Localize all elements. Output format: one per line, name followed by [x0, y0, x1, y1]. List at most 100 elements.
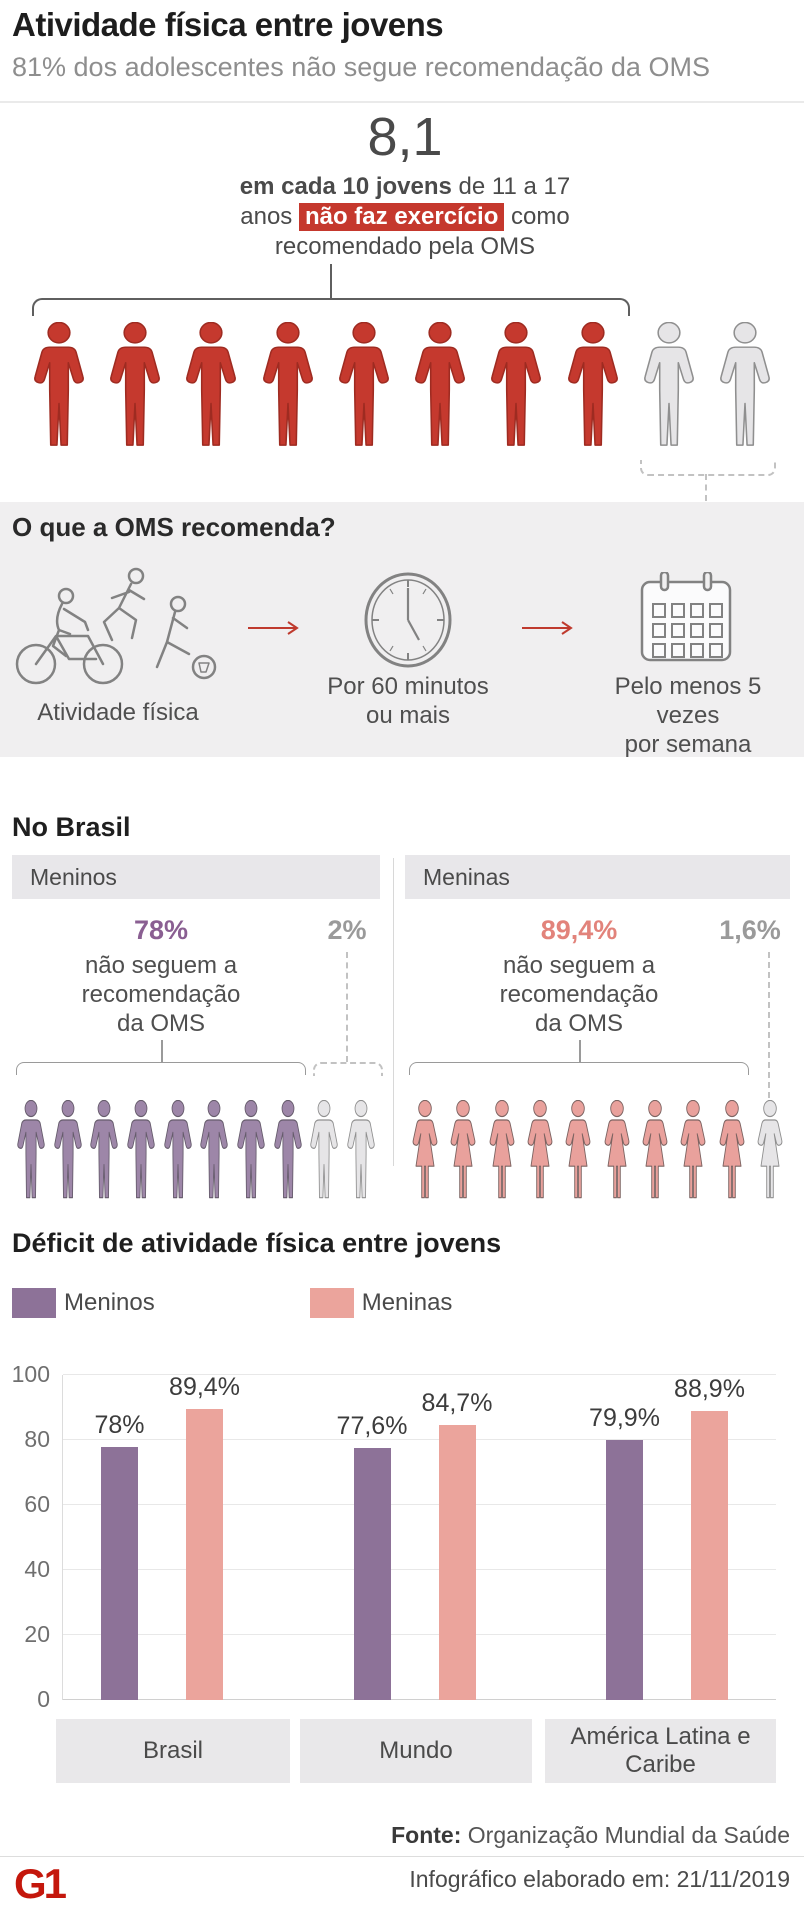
chart-title: Déficit de atividade física entre jovens	[12, 1228, 502, 1258]
chart-gridline	[63, 1634, 776, 1635]
person-icon	[186, 322, 237, 446]
person-icon	[680, 1100, 706, 1199]
panel-meninos: Meninos 78% 2% não seguem a recomendação…	[12, 855, 383, 1215]
header-divider	[0, 101, 804, 103]
chart-plot: 78% 77,6% 79,9% 89,4% 84,7% 88,9%	[62, 1373, 776, 1700]
chart-gridline	[63, 1504, 776, 1505]
bar-meninas-1	[438, 1424, 476, 1700]
arrow-right-icon	[522, 621, 573, 635]
person-icon	[17, 1100, 45, 1199]
legend-label-meninas: Meninas	[361, 1289, 453, 1316]
panel-figures-0	[14, 1100, 378, 1200]
legend-swatch	[12, 1288, 56, 1318]
person-icon	[527, 1100, 553, 1199]
person-icon	[757, 1100, 783, 1199]
bar-meninas-0	[186, 1409, 223, 1700]
bar-value-label: 89,4%	[169, 1373, 240, 1402]
big-number: 8,1	[367, 107, 443, 167]
panel-divider	[393, 858, 394, 1166]
person-icon	[567, 322, 618, 446]
page-title: Atividade física entre jovens	[12, 6, 444, 43]
y-axis-tick-label: 80	[24, 1426, 50, 1452]
g1-logo: G1	[14, 1860, 67, 1907]
bar-value-label: 88,9%	[674, 1375, 745, 1404]
person-icon	[415, 322, 466, 446]
person-icon	[127, 1100, 155, 1199]
person-icon	[412, 1100, 438, 1199]
person-icon	[719, 1100, 744, 1199]
person-icon	[90, 1100, 118, 1199]
person-icon	[262, 322, 313, 446]
intro-text: em cada 10 jovens de 11 a 17 anos não fa…	[60, 172, 750, 262]
clock-icon	[356, 572, 460, 668]
legend-label-meninos: Meninos	[64, 1289, 155, 1316]
credit-line: Infográfico elaborado em: 21/11/2019	[409, 1866, 790, 1892]
panel-pct: 78%	[133, 915, 189, 945]
y-axis-tick-label: 20	[24, 1621, 50, 1647]
physical-activity-icons	[8, 564, 228, 690]
person-icon	[273, 1100, 302, 1199]
panel-desc: não seguem a recomendação da OMS	[81, 952, 241, 1037]
person-icon	[642, 1100, 668, 1199]
chart-gridline	[63, 1439, 776, 1440]
panel-dashed-bracket	[313, 1062, 383, 1076]
panel-dashed-line	[768, 952, 770, 1098]
y-axis-tick-label: 60	[24, 1491, 50, 1517]
person-icon	[163, 1100, 192, 1199]
intro-bracket	[32, 298, 630, 316]
calendar-icon	[636, 572, 736, 664]
page-subtitle: 81% dos adolescentes não segue recomenda…	[12, 52, 710, 82]
bar-value-label: 84,7%	[421, 1388, 493, 1417]
arrow-right-icon	[248, 621, 299, 635]
intro-line-3: recomendado pela OMS	[274, 233, 536, 260]
panel-other-pct: 2%	[327, 915, 367, 945]
person-icon	[347, 1100, 375, 1199]
intro-figures	[28, 322, 776, 448]
chart-gridline	[63, 1569, 776, 1570]
y-axis-tick-label: 40	[24, 1556, 50, 1582]
bar-meninos-2	[606, 1440, 643, 1700]
panel-header-meninas: Meninas	[405, 855, 790, 899]
panel-other-pct: 1,6%	[719, 915, 781, 945]
bar-meninas-2	[691, 1411, 728, 1700]
panel-figures-1	[407, 1100, 788, 1200]
person-icon	[604, 1100, 630, 1199]
y-axis-tick-label: 0	[37, 1686, 50, 1712]
person-icon	[720, 322, 770, 446]
panel-header-meninos: Meninos	[12, 855, 380, 899]
person-icon	[565, 1100, 591, 1199]
chart-categories: Brasil Mundo América Latina e Caribe	[0, 1719, 804, 1783]
person-icon	[643, 322, 694, 446]
oms-section: O que a OMS recomenda? Atividade física	[0, 502, 804, 758]
legend-swatch	[309, 1288, 354, 1318]
panel-connector-line	[161, 1040, 163, 1062]
chart-gridline	[63, 1374, 776, 1375]
oms-item-label-frequency: Pelo menos 5 vezes por semana	[614, 673, 762, 758]
source-line: Fonte: Organização Mundial da Saúde	[391, 1822, 790, 1848]
person-icon	[200, 1100, 228, 1199]
brasil-section-title: No Brasil	[12, 812, 131, 842]
person-icon	[310, 1100, 338, 1199]
intro-line-2: anos não faz exercício como	[240, 203, 570, 231]
bar-value-label: 77,6%	[336, 1411, 408, 1440]
oms-item-label-duration: Por 60 minutos ou mais	[327, 673, 489, 729]
category-label-1: Mundo	[300, 1719, 532, 1783]
gray-figures-dashed-bracket	[640, 460, 776, 476]
person-icon	[237, 1100, 265, 1199]
bar-meninos-0	[101, 1446, 138, 1700]
bar-value-label: 78%	[94, 1410, 145, 1439]
person-icon	[338, 322, 389, 446]
intro-line-1: em cada 10 jovens de 11 a 17	[239, 173, 571, 200]
bar-value-label: 79,9%	[589, 1404, 660, 1433]
source-label: Fonte:	[391, 1822, 462, 1848]
chart-gridline	[63, 1699, 776, 1700]
dashed-connector-vertical	[705, 474, 707, 522]
person-icon	[450, 1100, 476, 1199]
panel-pct: 89,4%	[540, 915, 618, 945]
panel-bracket	[409, 1062, 749, 1075]
chart-legend: Meninos Meninas	[12, 1288, 452, 1318]
category-label-2: América Latina e Caribe	[545, 1719, 776, 1783]
panel-desc: não seguem a recomendação da OMS	[499, 952, 659, 1037]
panel-meninas: Meninas 89,4% 1,6% não seguem a recomend…	[405, 855, 790, 1215]
